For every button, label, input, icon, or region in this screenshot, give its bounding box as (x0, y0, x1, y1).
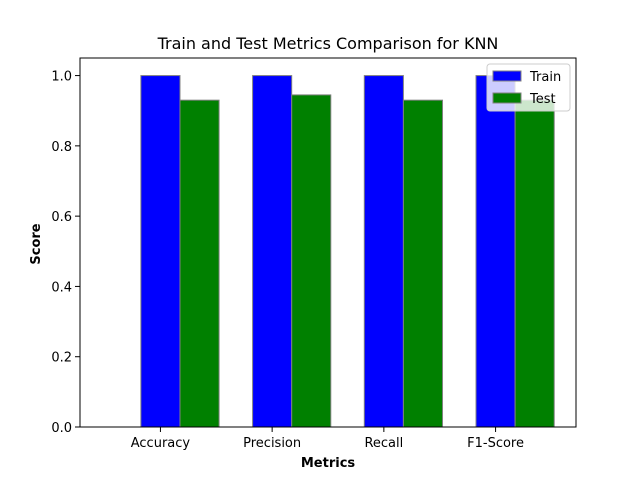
plot-area: 0.0 0.2 0.4 0.6 0.8 1.0 Accuracy Precision Recal… (51, 57, 577, 451)
y-axis-label: Score (29, 223, 44, 264)
bar-test-precision (291, 94, 332, 428)
legend-label-train: Train (529, 70, 561, 85)
y-tick-label: 1.0 (51, 70, 72, 85)
legend: Train Test (486, 63, 571, 112)
bar-train-recall (363, 75, 404, 428)
x-tick-label: Recall (364, 436, 403, 451)
x-tick-label: F1-Score (467, 436, 524, 451)
y-tick-label: 0.6 (51, 210, 72, 225)
y-tick-label: 0.4 (51, 280, 72, 295)
y-tick-label: 0.0 (51, 421, 72, 436)
bar-train-f1-score (475, 75, 516, 428)
legend-swatch-train (492, 70, 522, 82)
x-tick-label: Accuracy (131, 436, 191, 451)
axes-frame (79, 57, 577, 428)
legend-swatch-test (492, 92, 522, 104)
legend-label-test: Test (529, 92, 556, 107)
x-axis-label: Metrics (301, 456, 356, 471)
bar-test-recall (402, 99, 444, 428)
x-tick-label: Precision (243, 436, 301, 451)
bar-train-accuracy (140, 75, 181, 428)
bar-train-precision (252, 75, 293, 428)
y-tick-label: 0.8 (51, 140, 72, 155)
y-tick-label: 0.2 (51, 351, 72, 366)
bar-test-f1-score (514, 99, 555, 428)
bar-test-accuracy (179, 99, 220, 428)
chart-title: Train and Test Metrics Comparison for KN… (157, 34, 499, 53)
